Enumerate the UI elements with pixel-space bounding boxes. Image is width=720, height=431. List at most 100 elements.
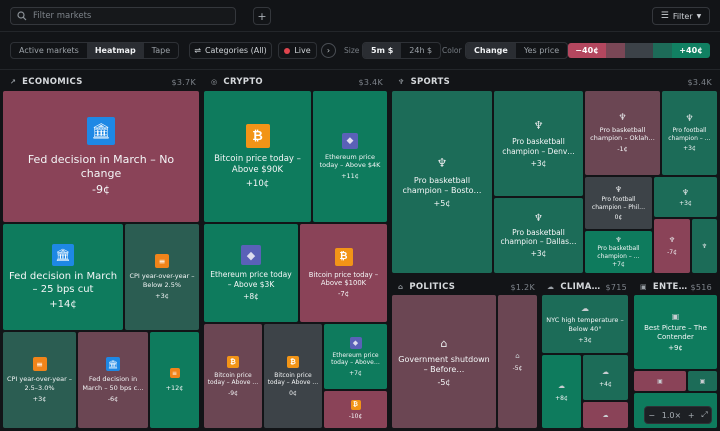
market-tile[interactable]: ♆ Pro basketball champion – Dallas… +3¢ bbox=[494, 198, 583, 273]
bank-icon: 🏛 bbox=[106, 357, 120, 372]
market-tile[interactable]: ₿ Bitcoin price today – Above $100K -7¢ bbox=[300, 224, 387, 322]
capitol-icon: ⌂ bbox=[515, 351, 520, 360]
zoom-in-button[interactable]: + bbox=[687, 410, 695, 420]
market-tile[interactable]: ♆ bbox=[692, 219, 717, 273]
market-tile[interactable]: ♆ Pro basketball champion – Oklah… -1¢ bbox=[585, 91, 660, 175]
football-icon: ♆ bbox=[614, 185, 623, 194]
market-tile[interactable]: ♆ Pro basketball champion – Denv… +3¢ bbox=[494, 91, 583, 196]
categories-dropdown[interactable]: ⇌ Categories (All) bbox=[189, 42, 272, 59]
market-tile[interactable]: ≡ CPI year-over-year – Below 2.5% +3¢ bbox=[125, 224, 199, 330]
bitcoin-icon: ₿ bbox=[350, 399, 361, 410]
trophy-icon: ♆ bbox=[615, 236, 622, 244]
fullscreen-icon[interactable]: ⤢ bbox=[701, 410, 708, 419]
filter-button[interactable]: ☰ Filter ▼ bbox=[652, 7, 710, 25]
market-tile[interactable]: ₿ Bitcoin price today – Above … 0¢ bbox=[264, 324, 322, 428]
market-tile[interactable]: ▣ bbox=[634, 371, 686, 391]
chart-line-icon: ↗ bbox=[10, 78, 17, 86]
market-tile[interactable]: ₿ -10¢ bbox=[324, 391, 387, 428]
market-tile[interactable]: ◆ Ethereum price today – Above $3K +8¢ bbox=[204, 224, 298, 322]
market-tile[interactable]: 🏛 Fed decision in March – No change -9¢ bbox=[3, 91, 199, 222]
market-tile[interactable]: ⌂ -5¢ bbox=[498, 295, 537, 428]
market-name: Bitcoin price today – Above $90K bbox=[214, 154, 301, 175]
size-option-24h[interactable]: 24h $ bbox=[409, 46, 433, 55]
market-tile[interactable]: ♆ Pro football champion – Phil… 0¢ bbox=[585, 177, 652, 229]
color-option-yes-price[interactable]: Yes price bbox=[523, 46, 560, 55]
market-tile[interactable]: 🏛 Fed decision in March – 25 bps cut +14… bbox=[3, 224, 123, 330]
zoom-out-button[interactable]: − bbox=[648, 410, 656, 420]
market-change: 0¢ bbox=[289, 389, 297, 397]
market-name: Best Picture – The Contender bbox=[644, 323, 707, 341]
market-tile[interactable]: ♆ -7¢ bbox=[654, 219, 690, 273]
market-tile[interactable]: ≡ CPI year-over-year – 2.5–3.0% +3¢ bbox=[3, 332, 76, 428]
market-change: -6¢ bbox=[107, 394, 119, 403]
size-toggle: 5m $ 24h $ bbox=[362, 42, 442, 59]
market-name: CPI year-over-year – Below 2.5% bbox=[129, 272, 195, 289]
trophy-icon: ♆ bbox=[701, 242, 708, 250]
market-change: -10¢ bbox=[348, 412, 363, 420]
market-change: +9¢ bbox=[668, 344, 683, 353]
market-tile[interactable]: ☁ NYC high temperature – Below 40° +3¢ bbox=[542, 295, 628, 353]
film-icon: ▣ bbox=[657, 377, 663, 385]
market-change: -7¢ bbox=[667, 249, 677, 256]
market-tile[interactable]: ◆ Ethereum price today – Above $4K +11¢ bbox=[313, 91, 387, 222]
section-header-economics: ↗ ECONOMICS $3.7K bbox=[10, 75, 196, 89]
section-total: $3.7K bbox=[171, 77, 196, 87]
market-change: +10¢ bbox=[245, 178, 270, 189]
market-tile[interactable]: ♆ Pro football champion – … +3¢ bbox=[662, 91, 717, 175]
market-tile[interactable]: ⌂ Government shutdown – Before… -5¢ bbox=[392, 295, 496, 428]
bitcoin-icon: ₿ bbox=[245, 124, 270, 149]
market-tile[interactable]: ≡ +12¢ bbox=[150, 332, 199, 428]
color-option-change[interactable]: Change bbox=[466, 43, 516, 58]
weather-icon: ☁ bbox=[558, 381, 565, 390]
market-name: Pro football champion – … bbox=[668, 127, 711, 142]
play-button[interactable]: › bbox=[321, 43, 336, 58]
section-header-politics: ⌂ POLITICS $1.2K bbox=[398, 280, 535, 294]
search-input[interactable] bbox=[33, 11, 223, 21]
market-tile[interactable]: ₿ Bitcoin price today – Above $90K +10¢ bbox=[204, 91, 311, 222]
trophy-icon: ♆ bbox=[618, 112, 627, 123]
market-tile[interactable]: ♆ Pro basketball champion – … +7¢ bbox=[585, 231, 652, 273]
section-title: ENTE… bbox=[652, 282, 688, 292]
market-tile[interactable]: ♆ Pro basketball champion – Bosto… +5¢ bbox=[392, 91, 492, 273]
trophy-icon: ♆ bbox=[668, 236, 676, 244]
market-name: Fed decision in March – No change bbox=[27, 152, 175, 180]
market-name: Bitcoin price today – Above $100K bbox=[308, 270, 379, 287]
market-tile[interactable]: ☁ bbox=[583, 402, 628, 428]
market-name: Bitcoin price today – Above … bbox=[207, 371, 259, 387]
market-name: CPI year-over-year – 2.5–3.0% bbox=[6, 375, 73, 392]
weather-icon: ☁ bbox=[602, 367, 609, 376]
add-button[interactable]: + bbox=[253, 7, 271, 25]
market-change: +7¢ bbox=[612, 261, 625, 268]
market-change: +3¢ bbox=[155, 291, 169, 300]
ethereum-icon: ◆ bbox=[241, 245, 261, 266]
tab-tape[interactable]: Tape bbox=[151, 46, 171, 55]
section-title: CRYPTO bbox=[223, 77, 263, 87]
live-toggle[interactable]: Live bbox=[278, 42, 317, 59]
market-tile[interactable]: ◆ Ethereum price today – Above… +7¢ bbox=[324, 324, 387, 389]
market-name: Government shutdown – Before… bbox=[398, 354, 490, 374]
section-total: $3.4K bbox=[687, 77, 712, 87]
section-header-sports: ♆ SPORTS $3.4K bbox=[398, 75, 712, 89]
market-tile[interactable]: 🏛 Fed decision in March – 50 bps c… -6¢ bbox=[78, 332, 148, 428]
tab-active-markets[interactable]: Active markets bbox=[19, 46, 79, 55]
market-tile[interactable]: ☁ +4¢ bbox=[583, 355, 628, 400]
market-name: Ethereum price today – Above $4K bbox=[319, 152, 381, 169]
market-tile[interactable]: ♆ +3¢ bbox=[654, 177, 717, 217]
tab-heatmap[interactable]: Heatmap bbox=[86, 43, 144, 58]
market-change: -9¢ bbox=[228, 389, 238, 397]
filter-icon: ☰ bbox=[660, 11, 669, 21]
market-change: -5¢ bbox=[437, 377, 451, 387]
market-tile[interactable]: ☁ +8¢ bbox=[542, 355, 581, 428]
capitol-icon: ⌂ bbox=[398, 283, 404, 291]
market-tile[interactable]: ▣ bbox=[688, 371, 717, 391]
market-tile[interactable]: ▣ Best Picture – The Contender +9¢ bbox=[634, 295, 717, 369]
search-box[interactable] bbox=[10, 7, 236, 25]
legend-swatch bbox=[625, 43, 653, 58]
size-option-5m[interactable]: 5m $ bbox=[363, 43, 402, 58]
market-tile[interactable]: ₿ Bitcoin price today – Above … -9¢ bbox=[204, 324, 262, 428]
section-header-crypto: ◎ CRYPTO $3.4K bbox=[211, 75, 383, 89]
legend-swatch bbox=[653, 43, 672, 58]
divider bbox=[0, 69, 720, 70]
bitcoin-icon: ₿ bbox=[227, 355, 239, 368]
trophy-icon: ♆ bbox=[533, 119, 544, 133]
